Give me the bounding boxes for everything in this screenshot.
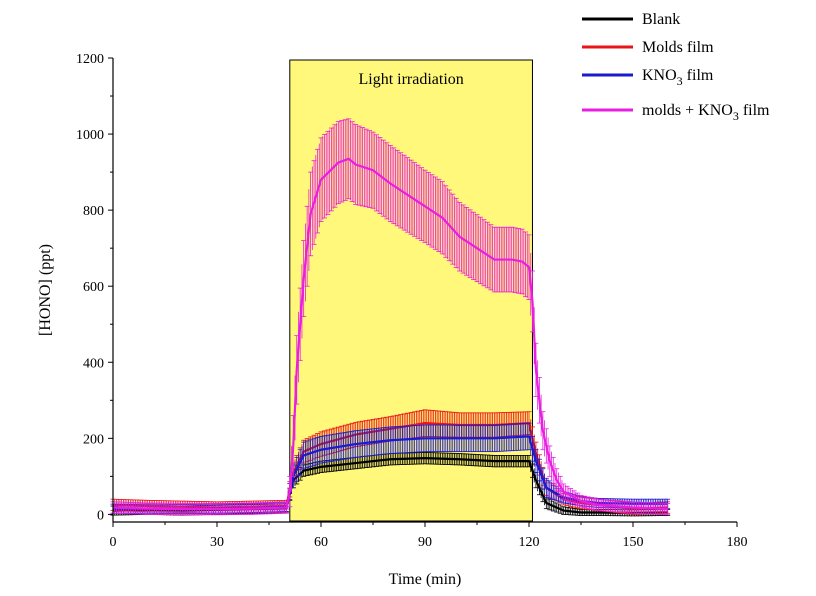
x-tick-label: 90 xyxy=(418,535,432,550)
y-tick-label: 1200 xyxy=(76,52,104,67)
y-tick-label: 600 xyxy=(83,280,104,295)
x-tick-label: 60 xyxy=(314,535,328,550)
y-axis-label: [HONO] (ppt) xyxy=(37,244,54,336)
legend-label: Molds film xyxy=(642,39,714,56)
x-tick-label: 150 xyxy=(623,535,644,550)
y-tick-label: 0 xyxy=(97,508,104,523)
x-axis-label: Time (min) xyxy=(389,571,462,588)
legend-label: molds + KNO3 film xyxy=(642,102,770,123)
y-tick-label: 800 xyxy=(83,204,104,219)
legend-label: KNO3 film xyxy=(642,67,714,88)
y-tick-label: 400 xyxy=(83,356,104,371)
legend-label: Blank xyxy=(642,11,680,28)
x-tick-label: 120 xyxy=(519,535,540,550)
y-tick-label: 1000 xyxy=(76,128,104,143)
x-tick-label: 30 xyxy=(210,535,224,550)
series-layer xyxy=(110,118,671,517)
series-3 xyxy=(110,118,671,516)
y-tick-label: 200 xyxy=(83,432,104,447)
legend: Blank Molds film KNO3 film molds + KNO3 fil… xyxy=(582,11,770,123)
x-tick-label: 180 xyxy=(727,535,748,550)
x-tick-label: 0 xyxy=(110,535,117,550)
series-line xyxy=(112,157,668,511)
band-label: Light irradiation xyxy=(358,71,463,88)
axes-layer: 0 30 60 90 120 150 180 0 200 400 600 800 1000 1200 xyxy=(76,52,748,550)
